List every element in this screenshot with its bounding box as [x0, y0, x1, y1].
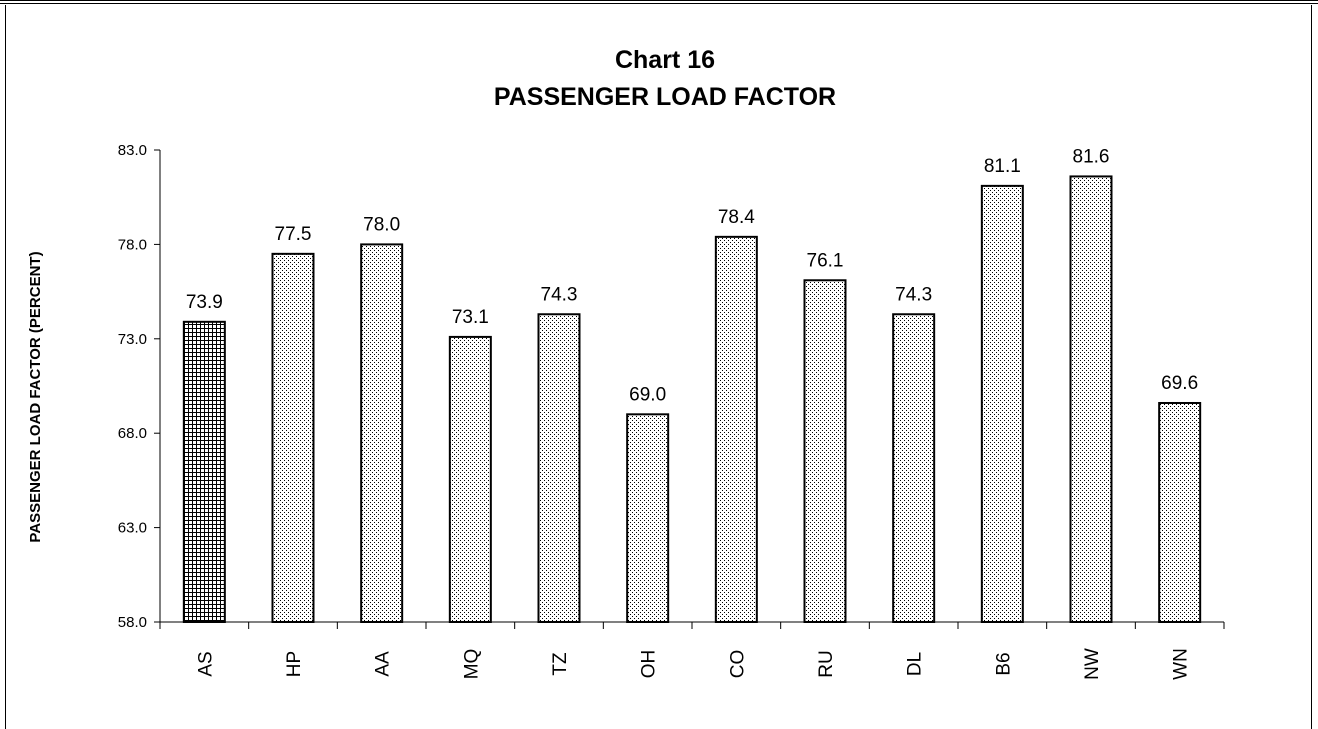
- x-tick-label-nw: NW: [1082, 648, 1103, 680]
- x-tick-label-b6: B6: [993, 652, 1014, 675]
- data-label-b6: 81.1: [984, 156, 1021, 177]
- data-label-oh: 69.0: [629, 384, 666, 405]
- x-tick-label-ru: RU: [816, 650, 837, 677]
- data-label-nw: 81.6: [1073, 146, 1110, 167]
- data-label-co: 78.4: [718, 207, 755, 228]
- bar-as: [182, 320, 226, 623]
- x-tick-label-wn: WN: [1171, 648, 1192, 680]
- bar-tz: [537, 313, 581, 623]
- bar-co: [714, 235, 758, 624]
- x-tick-label-dl: DL: [905, 652, 926, 676]
- bar-ru: [803, 279, 847, 623]
- bar-wn: [1158, 401, 1202, 623]
- y-tick-label: 78.0: [118, 236, 147, 253]
- data-label-hp: 77.5: [275, 224, 312, 245]
- bar-oh: [626, 413, 670, 623]
- chart-subtitle: PASSENGER LOAD FACTOR: [494, 83, 836, 111]
- y-tick-label: 58.0: [118, 614, 147, 631]
- data-label-wn: 69.6: [1161, 373, 1198, 394]
- data-labels: 73.9 77.5 78.0 73.1 74.3 69.0 78.4 76.1 74.3 81.1…: [186, 146, 1198, 405]
- bar-dl: [892, 313, 936, 623]
- data-label-ru: 76.1: [807, 250, 844, 271]
- y-tick-label: 73.0: [118, 331, 147, 348]
- frame-top-inner-border: [0, 3, 1318, 4]
- x-tick-label-mq: MQ: [461, 649, 482, 680]
- bar-b6: [980, 184, 1024, 623]
- data-label-as: 73.9: [186, 292, 223, 313]
- x-tick-label-as: AS: [195, 651, 216, 676]
- data-label-mq: 73.1: [452, 307, 489, 328]
- bar-hp: [271, 252, 315, 623]
- x-tick-labels: AS HP AA MQ TZ OH CO RU DL B6 NW WN: [195, 648, 1191, 680]
- bar-mq: [448, 335, 492, 623]
- data-label-dl: 74.3: [895, 284, 932, 305]
- x-axis: [159, 621, 1225, 629]
- bar-aa: [360, 243, 404, 623]
- y-axis-label: PASSENGER LOAD FACTOR (PERCENT): [27, 251, 44, 542]
- frame-left-border: [5, 5, 6, 729]
- x-tick-label-oh: OH: [639, 650, 660, 679]
- bars: [182, 175, 1202, 624]
- y-tick-label: 83.0: [118, 142, 147, 159]
- data-label-tz: 74.3: [541, 284, 578, 305]
- chart-title: Chart 16: [615, 46, 715, 74]
- y-tick-label: 63.0: [118, 520, 147, 537]
- y-tick-label: 68.0: [118, 425, 147, 442]
- y-axis: 83.0 78.0 73.0 68.0 63.0 58.0: [118, 142, 161, 631]
- x-tick-label-tz: TZ: [550, 652, 571, 676]
- data-label-aa: 78.0: [363, 214, 400, 235]
- frame-right-border: [1311, 5, 1312, 729]
- frame-top-border: [0, 0, 1318, 1]
- bar-nw: [1069, 175, 1113, 623]
- x-tick-label-aa: AA: [373, 651, 394, 677]
- x-tick-label-hp: HP: [284, 651, 305, 677]
- x-tick-label-co: CO: [727, 650, 748, 679]
